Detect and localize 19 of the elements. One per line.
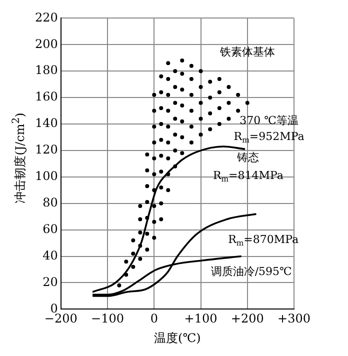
x-tick-label: −200 (44, 312, 78, 326)
y-tick-label: 120 (35, 142, 58, 157)
y-tick-label: 60 (42, 222, 58, 236)
series-label: 铁素体基体 (218, 46, 275, 59)
x-tick-label: 0 (150, 312, 158, 326)
x-tick-label: +200 (230, 312, 264, 326)
x-axis-title: 温度(℃) (154, 330, 201, 345)
y-tick-label: 20 (42, 274, 58, 289)
x-tick-label: −100 (91, 312, 124, 326)
y-tick-label: 140 (35, 116, 58, 130)
y-tick-label: 160 (35, 90, 58, 104)
y-tick-label: 100 (35, 169, 58, 184)
x-tick-label: +300 (278, 312, 310, 326)
y-tick-label: 200 (35, 36, 58, 51)
y-tick-label: 80 (42, 196, 58, 210)
y-tick-label: 40 (42, 248, 58, 262)
y-tick-label: 180 (35, 63, 58, 78)
x-tick-label: +100 (184, 312, 218, 326)
y-tick-label: 220 (35, 10, 58, 24)
